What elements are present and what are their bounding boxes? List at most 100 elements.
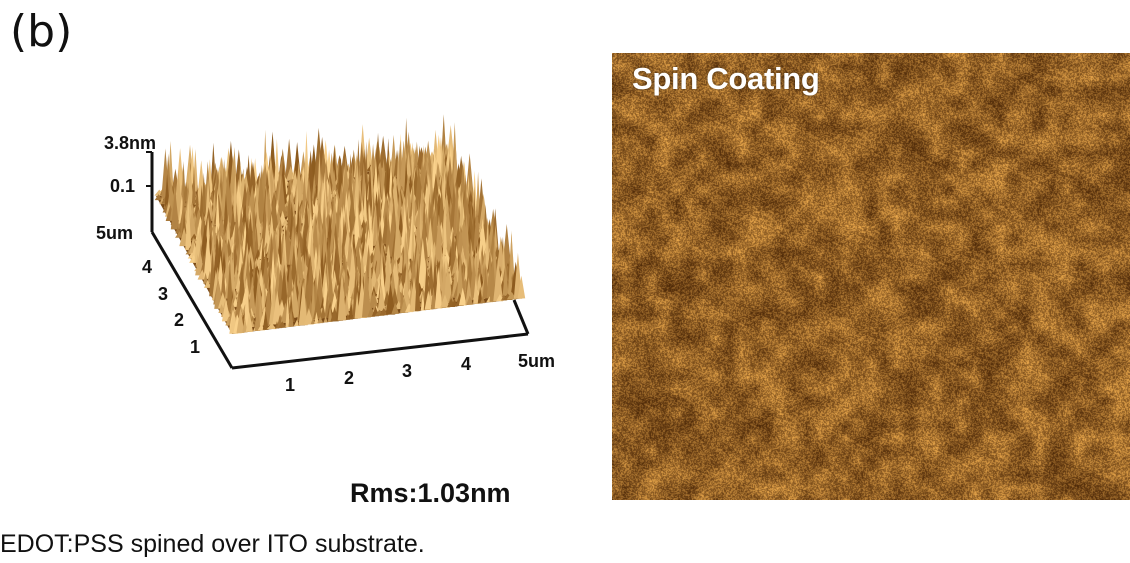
- surface-spike: [427, 256, 435, 297]
- surface-spike: [225, 213, 231, 246]
- surface-spike: [485, 218, 490, 272]
- surface-spike: [476, 258, 483, 282]
- surface-spike: [250, 315, 256, 323]
- surface-spike: [337, 267, 347, 321]
- surface-spike: [304, 308, 314, 325]
- surface-spike: [426, 217, 435, 257]
- surface-spike: [440, 294, 450, 308]
- surface-spike: [326, 266, 335, 309]
- surface-spike: [285, 295, 290, 328]
- surface-spike: [220, 264, 227, 300]
- surface-spike: [337, 155, 344, 197]
- surface-spike: [493, 257, 503, 302]
- surface-spike: [458, 287, 467, 306]
- surface-spike: [502, 264, 509, 296]
- surface-spike: [236, 307, 245, 333]
- surface-spike: [402, 174, 413, 220]
- surface-spike: [203, 272, 209, 284]
- surface-spike: [191, 165, 197, 205]
- surface-spike: [480, 295, 486, 304]
- surface-spike: [472, 170, 478, 212]
- y-axis-end-label: 5um: [96, 223, 133, 243]
- surface-spike: [345, 313, 351, 320]
- surface-spike: [369, 290, 379, 308]
- surface-spike: [185, 198, 192, 251]
- x-tick-label-3: 3: [402, 361, 412, 381]
- surface-spike: [456, 253, 464, 302]
- surface-spike: [261, 273, 266, 313]
- surface-spike: [256, 170, 266, 224]
- figure-caption: EDOT:PSS spined over ITO substrate.: [0, 530, 425, 558]
- surface-spike: [362, 181, 368, 225]
- surface-spike: [277, 218, 283, 266]
- surface-spike: [287, 258, 294, 301]
- surface-spike: [243, 275, 250, 328]
- surface-spike: [393, 211, 403, 265]
- surface-spike: [349, 298, 354, 320]
- surface-spike: [475, 272, 483, 295]
- surface-spike: [221, 298, 231, 322]
- surface-spike: [440, 114, 447, 163]
- surface-spike: [288, 307, 294, 327]
- surface-spike: [466, 295, 474, 305]
- y-axis-line: [150, 231, 234, 369]
- surface-spike: [477, 218, 488, 260]
- z-tick-label-mid: 0.1: [110, 176, 135, 196]
- surface-spike: [403, 267, 410, 309]
- surface-spike: [357, 165, 363, 217]
- z-tick-label-top: 3.8nm: [104, 133, 156, 153]
- surface-spike: [317, 316, 324, 324]
- surface-spike: [489, 252, 497, 302]
- surface-spike: [417, 145, 422, 170]
- surface-spike: [277, 173, 287, 217]
- surface-spike: [451, 298, 458, 307]
- surface-spike: [298, 281, 308, 326]
- surface-spike: [164, 173, 170, 209]
- surface-spike: [170, 189, 180, 230]
- surface-spike: [327, 175, 332, 216]
- surface-spike: [396, 275, 402, 305]
- surface-spike: [254, 288, 261, 331]
- surface-spike: [273, 138, 280, 191]
- surface-spike: [226, 261, 234, 312]
- surface-spike: [242, 317, 248, 333]
- surface-spike: [367, 251, 373, 300]
- surface-spike: [448, 292, 455, 303]
- surface-spike: [443, 259, 452, 304]
- surface-spike: [248, 275, 256, 314]
- surface-spike: [400, 258, 406, 291]
- surface-spike: [294, 161, 304, 211]
- afm-height-image: Spin Coating: [612, 53, 1130, 500]
- x-tick-label-4: 4: [461, 354, 471, 374]
- surface-spike: [430, 286, 437, 310]
- x-axis-back-line: [512, 299, 530, 335]
- surface-spike: [442, 209, 448, 255]
- surface-spike: [411, 214, 416, 264]
- surface-spike: [385, 283, 396, 315]
- surface-spike: [287, 184, 292, 234]
- surface-spike: [194, 226, 201, 263]
- surface-spike: [362, 265, 371, 318]
- surface-spike: [365, 137, 374, 172]
- surface-spike: [400, 297, 409, 313]
- surface-spike: [331, 169, 337, 194]
- y-tick-label-3: 3: [158, 284, 168, 304]
- surface-spike: [353, 196, 361, 248]
- surface-spike: [473, 275, 479, 304]
- surface-spike: [424, 290, 432, 310]
- surface-topography: [154, 114, 526, 334]
- surface-spike: [294, 239, 305, 286]
- y-tick-label-4: 4: [142, 257, 152, 277]
- surface-spike: [507, 253, 513, 296]
- surface-spike: [482, 264, 489, 299]
- x-tick-label-2: 2: [344, 368, 354, 388]
- surface-spike: [215, 188, 220, 234]
- surface-spike: [466, 172, 475, 208]
- surface-spike: [377, 284, 386, 312]
- surface-spike: [434, 214, 444, 265]
- surface-spike: [314, 311, 319, 324]
- surface-spike: [477, 286, 483, 304]
- afm-image-title: Spin Coating: [632, 61, 820, 96]
- surface-spike: [254, 256, 263, 269]
- x-axis-end-label: 5um: [518, 351, 555, 371]
